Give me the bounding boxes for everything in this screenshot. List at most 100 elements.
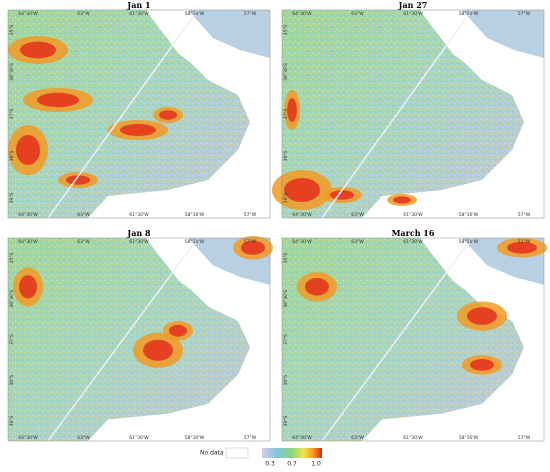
high-value-core xyxy=(467,307,497,325)
map-panel xyxy=(7,8,271,219)
high-value-core xyxy=(284,178,320,202)
high-value-core xyxy=(20,41,56,59)
lon-tick-label: 57°W xyxy=(518,212,531,218)
no-data-swatch xyxy=(225,447,249,459)
lon-tick-label: 63°W xyxy=(77,11,90,17)
lat-tick-label: 35°S xyxy=(283,24,289,35)
lon-tick-label: 64°30'W xyxy=(18,11,38,17)
lon-tick-label: 58°30'W xyxy=(185,435,205,441)
lat-tick-label: 37°S xyxy=(9,334,15,345)
lon-tick-label: 61°30'W xyxy=(129,239,149,245)
lon-tick-label: 63°W xyxy=(77,212,90,218)
lon-tick-label: 63°W xyxy=(77,239,90,245)
panel-title: Jan 8 xyxy=(126,228,151,238)
lat-tick-label: 38°S xyxy=(9,150,15,161)
lon-tick-label: 57°W xyxy=(518,435,531,441)
lon-tick-label: 58°30'W xyxy=(459,11,479,17)
lon-tick-label: 57°W xyxy=(244,11,257,17)
high-value-core xyxy=(37,92,79,108)
high-value-core xyxy=(16,135,40,165)
legend: No data 0.3 0.7 1.0 xyxy=(200,447,322,468)
panel-title: Jan 27 xyxy=(398,0,428,10)
lat-tick-label: 36°30'S xyxy=(9,63,15,81)
high-value-core xyxy=(66,175,90,185)
river xyxy=(146,236,215,306)
swath-edge xyxy=(321,237,473,442)
lon-tick-label: 61°30'W xyxy=(129,11,149,17)
legend-label: 1.0 xyxy=(311,461,321,468)
lon-tick-label: 61°30'W xyxy=(403,239,423,245)
legend-label: No data xyxy=(200,450,224,457)
lon-tick-label: 61°30'W xyxy=(129,212,149,218)
lon-tick-label: 61°30'W xyxy=(129,435,149,441)
lon-tick-label: 64°30'W xyxy=(18,212,38,218)
lon-tick-label: 58°30'W xyxy=(185,239,205,245)
lon-tick-label: 63°W xyxy=(351,212,364,218)
lat-tick-label: 35°S xyxy=(9,24,15,35)
river xyxy=(420,8,489,80)
swath-edge xyxy=(47,237,199,442)
lat-tick-label: 35°S xyxy=(9,252,15,263)
lon-tick-label: 61°30'W xyxy=(403,435,423,441)
high-value-core xyxy=(470,359,494,371)
high-value-core xyxy=(330,190,354,200)
lat-tick-label: 39°S xyxy=(283,415,289,426)
lat-tick-label: 39°S xyxy=(9,192,15,203)
lon-tick-label: 57°W xyxy=(244,239,257,245)
lon-tick-label: 64°30'W xyxy=(292,435,312,441)
lon-tick-label: 58°30'W xyxy=(459,239,479,245)
lon-tick-label: 57°W xyxy=(518,239,531,245)
lon-tick-label: 64°30'W xyxy=(292,239,312,245)
lat-tick-label: 37°S xyxy=(283,334,289,345)
lat-tick-label: 38°S xyxy=(9,375,15,386)
lon-tick-label: 64°30'W xyxy=(292,11,312,17)
map-panel xyxy=(7,236,273,442)
lat-tick-label: 36°30'S xyxy=(283,290,289,308)
lat-tick-label: 37°S xyxy=(9,108,15,119)
lat-tick-label: 35°S xyxy=(283,252,289,263)
lon-tick-label: 64°30'W xyxy=(18,435,38,441)
legend-label: 0.7 xyxy=(287,461,297,468)
lon-tick-label: 58°30'W xyxy=(459,435,479,441)
north-land xyxy=(462,10,544,58)
high-value-core xyxy=(241,240,265,255)
lon-tick-label: 61°30'W xyxy=(403,212,423,218)
lon-tick-label: 64°30'W xyxy=(292,212,312,218)
lat-tick-label: 38°S xyxy=(283,150,289,161)
lat-tick-label: 39°S xyxy=(283,192,289,203)
lon-tick-label: 57°W xyxy=(244,212,257,218)
panel-frame xyxy=(281,9,545,219)
lon-tick-label: 58°30'W xyxy=(185,11,205,17)
lon-tick-label: 61°30'W xyxy=(403,11,423,17)
panel-title: Jan 1 xyxy=(126,0,150,10)
panel-frame xyxy=(7,9,271,219)
high-value-core xyxy=(169,324,187,337)
lon-tick-label: 58°30'W xyxy=(185,212,205,218)
lon-tick-label: 58°30'W xyxy=(459,212,479,218)
panel-frame xyxy=(7,237,271,442)
lat-tick-label: 38°S xyxy=(283,375,289,386)
high-value-core xyxy=(120,124,156,136)
map-panel xyxy=(272,8,545,219)
lon-tick-label: 64°30'W xyxy=(18,239,38,245)
high-value-core xyxy=(287,98,297,122)
lon-tick-label: 63°W xyxy=(351,11,364,17)
lon-tick-label: 63°W xyxy=(351,435,364,441)
lon-tick-label: 57°W xyxy=(518,11,531,17)
lat-tick-label: 36°30'S xyxy=(9,290,15,308)
river xyxy=(420,236,489,306)
color-bar xyxy=(262,448,322,458)
lon-tick-label: 63°W xyxy=(351,239,364,245)
map-panel xyxy=(281,236,547,442)
high-value-core xyxy=(393,196,411,204)
river xyxy=(146,8,215,80)
lat-tick-label: 36°30'S xyxy=(283,63,289,81)
lon-tick-label: 63°W xyxy=(77,435,90,441)
panel-title: March 16 xyxy=(392,228,435,238)
high-value-core xyxy=(305,278,329,296)
north-land xyxy=(188,10,270,58)
lon-tick-label: 57°W xyxy=(244,435,257,441)
high-value-core xyxy=(507,241,537,254)
swath-edge xyxy=(321,9,473,219)
